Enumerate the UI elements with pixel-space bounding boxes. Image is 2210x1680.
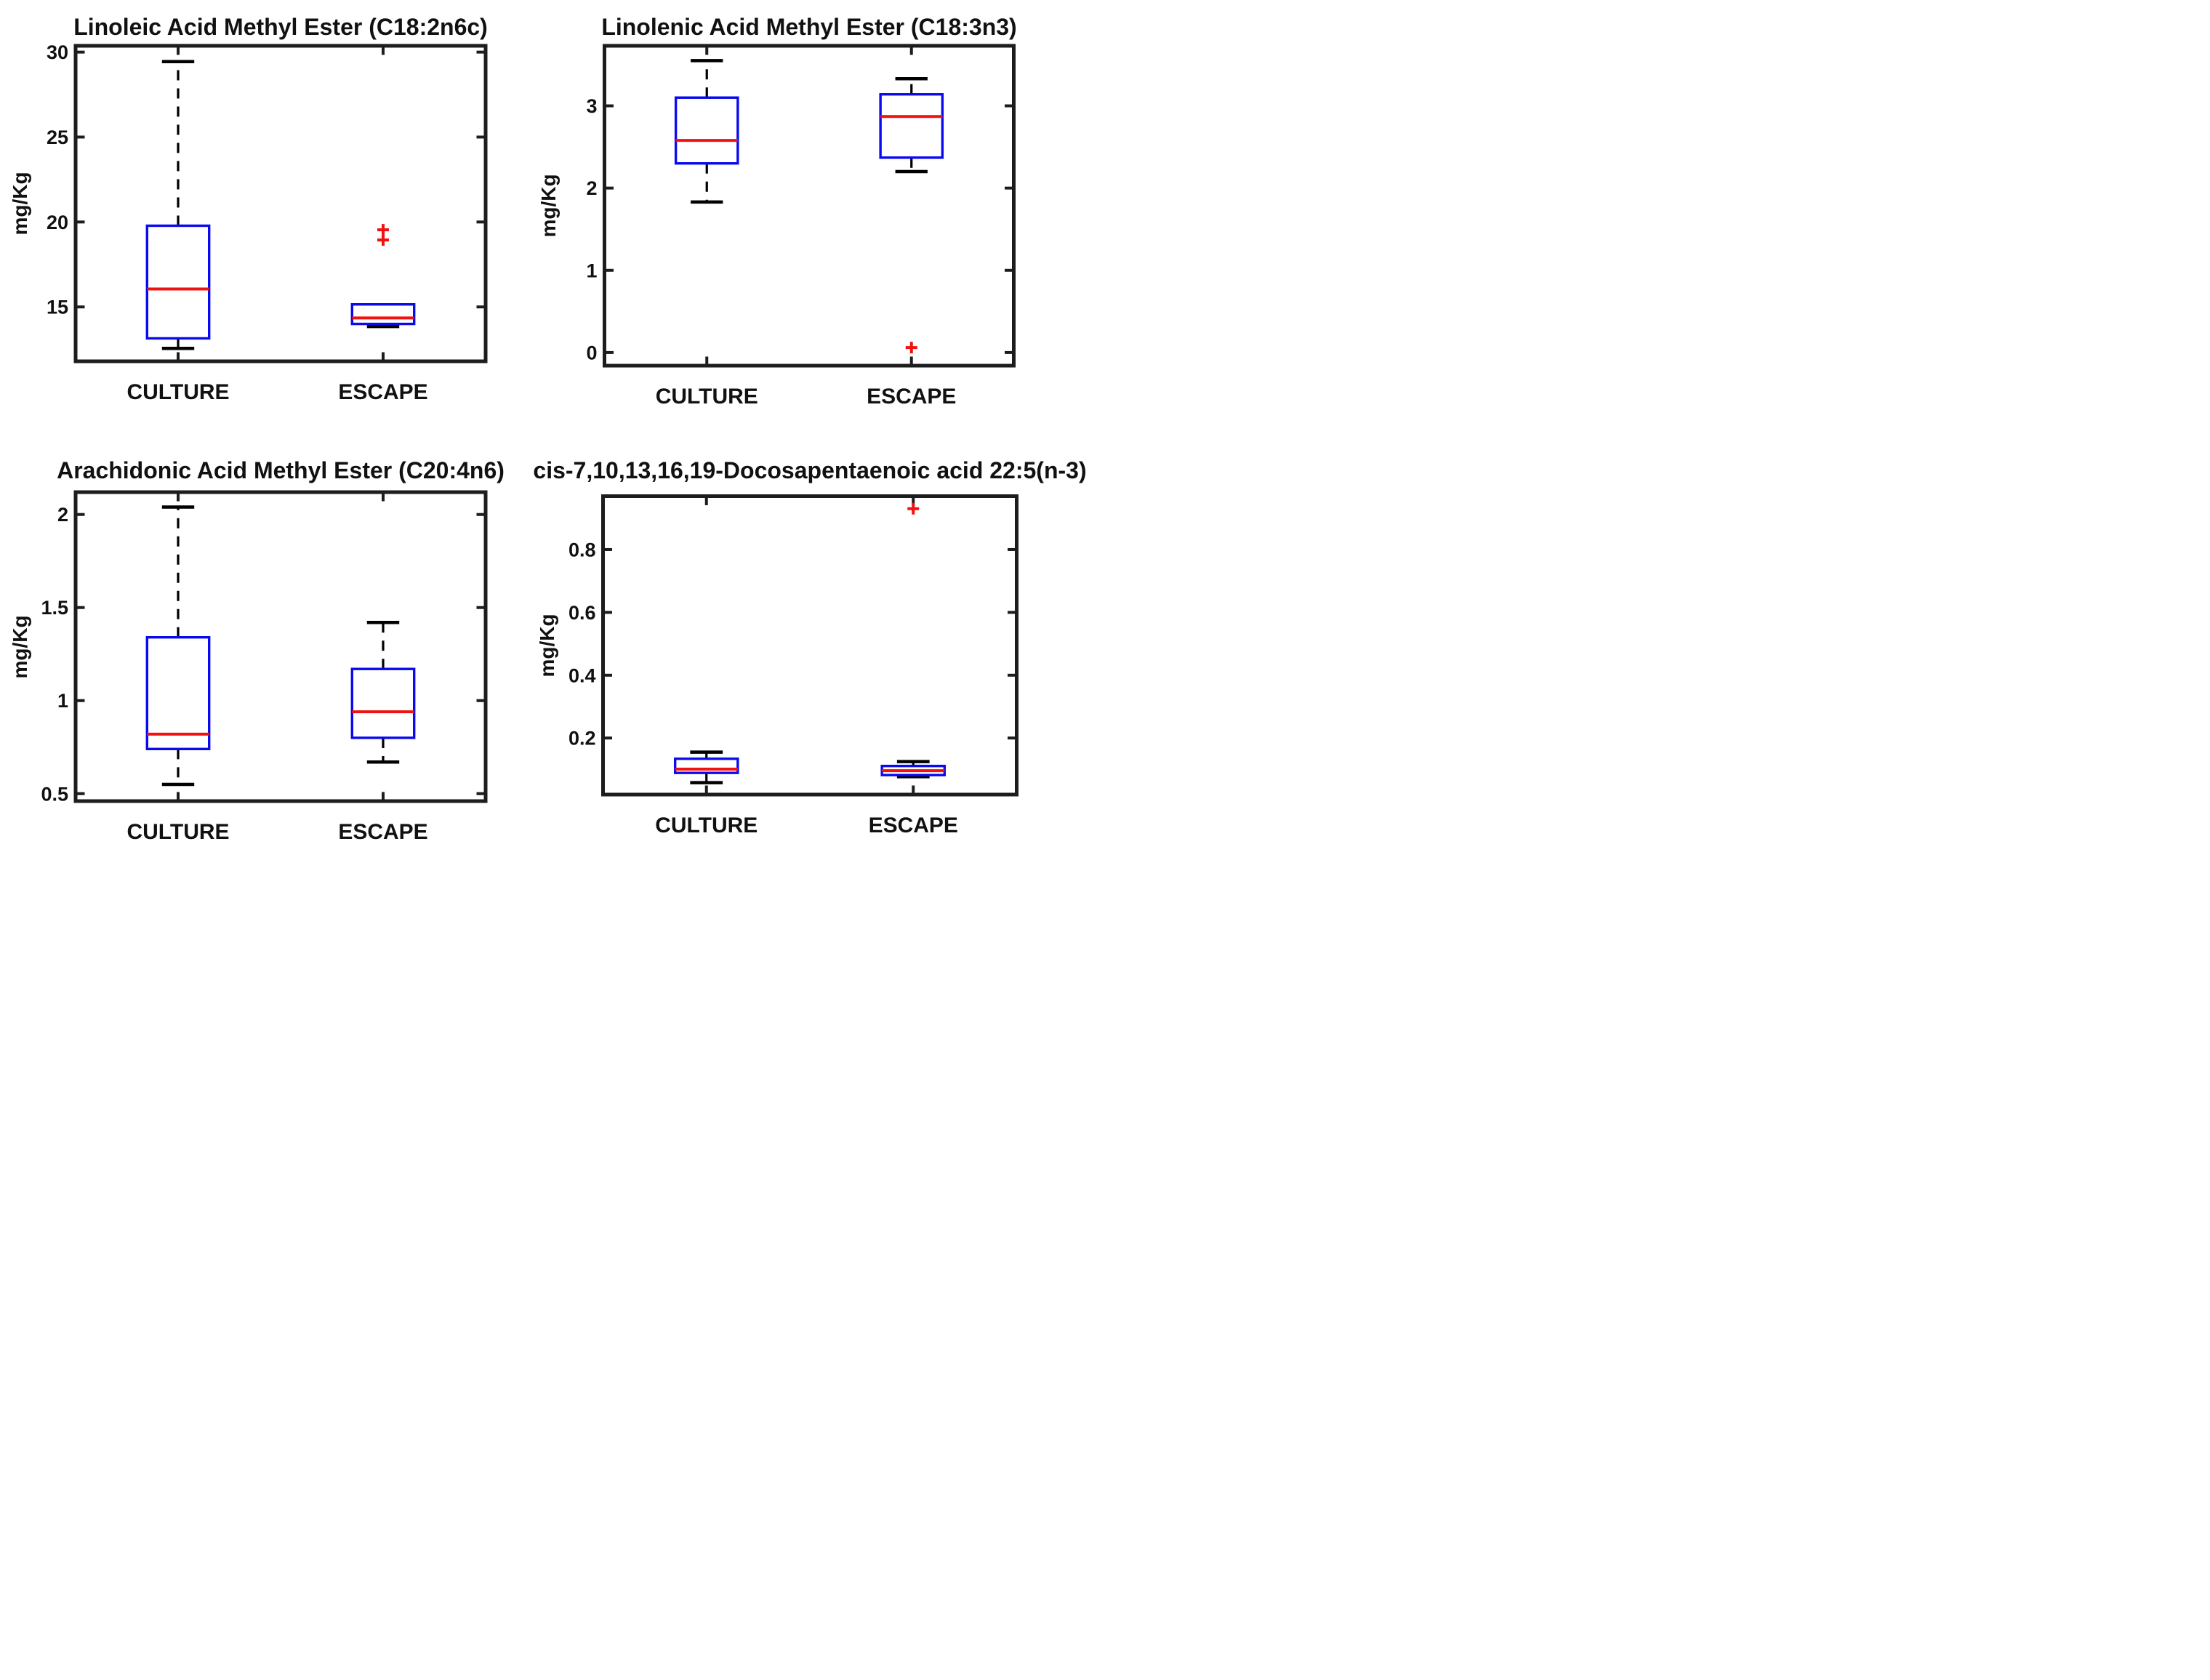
x-category-label: ESCAPE xyxy=(869,813,958,837)
outlier-marker xyxy=(377,234,389,246)
y-tick-label: 0.2 xyxy=(568,728,596,749)
subplot: 0.2 0.4 0.6 0.8 CULTURE ESCAPE xyxy=(568,494,1018,837)
iqr-box xyxy=(145,224,211,340)
chart-title-docosapentaenoic: cis-7,10,13,16,19-Docosapentaenoic acid … xyxy=(533,457,1087,483)
box-group-culture xyxy=(145,60,211,350)
iqr-box xyxy=(674,96,739,165)
x-category-label: ESCAPE xyxy=(338,820,427,840)
y-tick-label: 25 xyxy=(47,126,68,148)
y-tick-label: 2 xyxy=(586,177,597,199)
plot-frame xyxy=(73,490,488,803)
y-tick-label: 0.8 xyxy=(568,539,596,560)
y-tick-label: 1 xyxy=(57,690,68,712)
y-tick-label: 0.6 xyxy=(568,602,596,624)
x-category-label: CULTURE xyxy=(655,813,758,837)
box-group-culture xyxy=(673,750,739,784)
iqr-box xyxy=(673,757,739,774)
chart-title-linolenic: Linolenic Acid Methyl Ester (C18:3n3) xyxy=(601,14,1017,40)
chart-title-linoleic: Linoleic Acid Methyl Ester (C18:2n6c) xyxy=(73,14,488,40)
box-group-escape xyxy=(880,502,947,779)
y-tick-label: 3 xyxy=(586,95,597,117)
y-tick-label: 30 xyxy=(47,41,68,63)
outlier-marker xyxy=(905,342,917,354)
chart-title-arachidonic: Arachidonic Acid Methyl Ester (C20:4n6) xyxy=(57,457,505,483)
figure-canvas: 15 20 25 30 CULTURE ESCAPE 0 1 2 3 CULTURE ESCAPE 0.… xyxy=(0,0,1105,840)
box-group-escape xyxy=(350,620,416,764)
y-axis-label-top-left: mg/Kg xyxy=(9,172,31,236)
y-axis-label-bottom-right: mg/Kg xyxy=(536,614,558,678)
box-group-culture xyxy=(674,59,739,204)
plot-frame xyxy=(73,44,488,363)
box-group-escape xyxy=(879,76,944,354)
y-tick-label: 20 xyxy=(47,212,68,233)
iqr-box xyxy=(145,635,211,751)
iqr-box xyxy=(879,93,944,159)
x-category-label: ESCAPE xyxy=(867,385,956,409)
box-group-culture xyxy=(145,505,211,787)
outlier-marker xyxy=(377,224,389,236)
iqr-box xyxy=(350,303,416,326)
y-axis-label-top-right: mg/Kg xyxy=(537,174,560,238)
y-tick-label: 1.5 xyxy=(41,597,68,619)
y-tick-label: 2 xyxy=(57,504,68,526)
y-axis-label-bottom-left: mg/Kg xyxy=(9,615,31,679)
y-tick-label: 0.5 xyxy=(41,783,68,805)
subplot: 0 1 2 3 CULTURE ESCAPE xyxy=(586,44,1016,409)
box-group-escape xyxy=(350,224,416,329)
plot-frame xyxy=(603,44,1016,368)
x-category-label: CULTURE xyxy=(126,380,229,404)
y-tick-label: 0.4 xyxy=(568,664,596,686)
y-tick-label: 0 xyxy=(586,342,597,363)
outlier-marker xyxy=(907,502,920,515)
subplot: 15 20 25 30 CULTURE ESCAPE xyxy=(47,41,488,404)
iqr-box xyxy=(350,667,416,739)
y-tick-label: 15 xyxy=(47,297,68,318)
x-category-label: ESCAPE xyxy=(338,380,427,404)
x-category-label: CULTURE xyxy=(126,820,229,840)
x-category-label: CULTURE xyxy=(656,385,758,409)
subplot: 0.5 1 1.5 2 CULTURE ESCAPE xyxy=(41,490,488,840)
plot-frame xyxy=(601,494,1018,797)
y-tick-label: 1 xyxy=(586,260,597,281)
